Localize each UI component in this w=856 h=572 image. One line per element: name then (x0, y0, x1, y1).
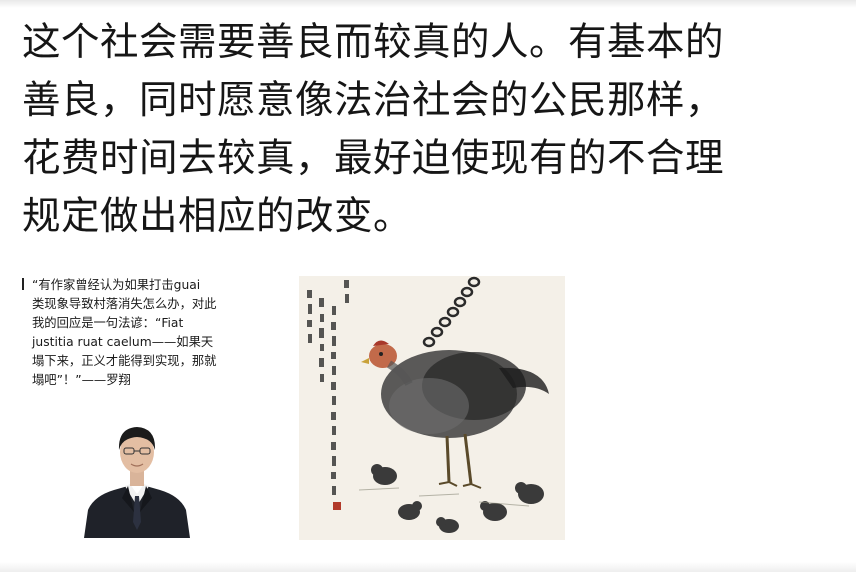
cropped-top-edge (0, 0, 856, 8)
cropped-bottom-edge (0, 562, 856, 572)
hen-painting-image[interactable] (299, 276, 565, 540)
post-text-line-2: 善良，同时愿意像法治社会的公民那样， (22, 78, 725, 123)
quote-line-3: 我的回应是一句法谚：“Fiat (32, 316, 184, 330)
ink-painting (299, 276, 565, 540)
quote-line-6: 塌吧”！”——罗翔 (32, 373, 131, 387)
chicks (371, 464, 544, 533)
quote-line-2: 类现象导致村落消失怎么办，对此 (32, 297, 217, 311)
calligraphy-inscription (307, 280, 349, 495)
post-body-text: 这个社会需要善良而较真的人。有基本的 善良，同时愿意像法治社会的公民那样， 花费… (22, 14, 848, 246)
quote-text: “有作家曾经认为如果打击guai 类现象导致村落消失怎么办，对此 我的回应是一句… (32, 276, 292, 390)
quote-line-4: justitia ruat caelum——如果天 (32, 335, 214, 349)
quote-line-5: 塌下来，正义才能得到实现，那就 (32, 354, 217, 368)
chain (422, 276, 481, 348)
person-portrait-image (84, 427, 190, 538)
quote-edge-mark (22, 278, 24, 290)
quote-image[interactable]: “有作家曾经认为如果打击guai 类现象导致村落消失怎么办，对此 我的回应是一句… (22, 272, 292, 538)
red-seal (333, 502, 341, 510)
post-text-line-1: 这个社会需要善良而较真的人。有基本的 (22, 20, 725, 65)
quote-line-1: “有作家曾经认为如果打击guai (32, 278, 201, 292)
post-text-line-4: 规定做出相应的改变。 (22, 194, 413, 239)
post-text-line-3: 花费时间去较真，最好迫使现有的不合理 (22, 136, 725, 181)
